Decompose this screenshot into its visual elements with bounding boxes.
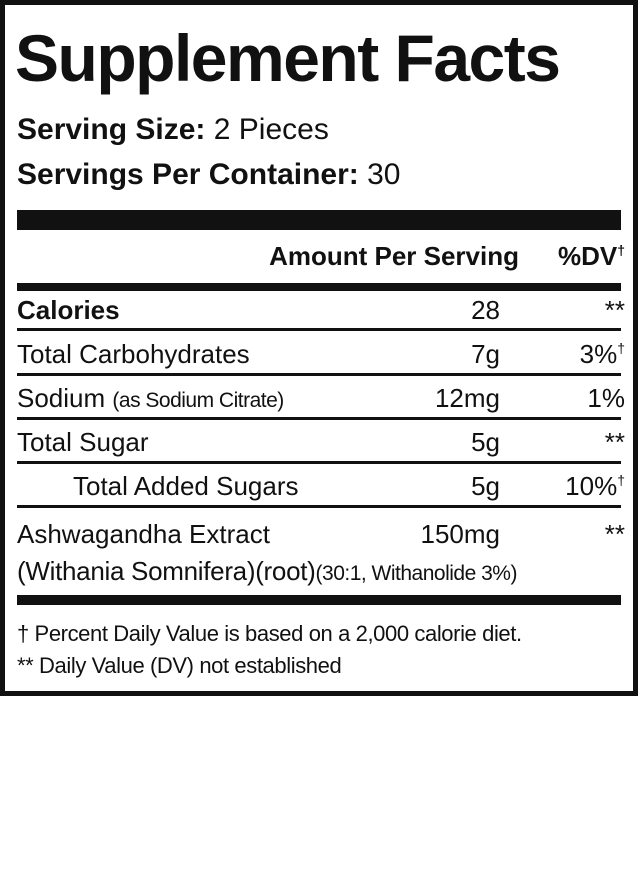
row-rule: [17, 417, 621, 420]
title: Supplement Facts: [15, 21, 561, 95]
row-name: Total Sugar: [17, 427, 149, 457]
row-rule: [17, 328, 621, 331]
serving-size-value: 2 Pieces: [213, 113, 329, 146]
row-dv-text: 10%: [565, 471, 618, 501]
row-amount: 7g: [471, 339, 500, 369]
row-amount: 12mg: [434, 383, 500, 413]
row-dv: **: [604, 427, 625, 457]
row-note: (30:1, Withanolide 3%): [315, 562, 518, 585]
thick-bar: [17, 210, 621, 230]
servings-value: 30: [367, 158, 401, 191]
footnote: ** Daily Value (DV) not established: [17, 653, 342, 678]
header-dv-text: %DV: [557, 241, 618, 271]
row-dv: 10%†: [565, 473, 625, 499]
row-amount: 5g: [471, 427, 500, 457]
row-amount: 150mg: [420, 519, 501, 549]
serving-size: Serving Size: 2 Pieces: [17, 115, 329, 145]
row-dv-text: 3%: [579, 339, 618, 369]
row-name: Total Added Sugars: [73, 471, 299, 501]
row-dv: 3%†: [580, 341, 625, 367]
row-dv: **: [604, 295, 625, 325]
dagger: †: [617, 340, 625, 356]
servings-per-container: Servings Per Container: 30: [17, 160, 400, 190]
footnote: † Percent Daily Value is based on a 2,00…: [17, 621, 522, 646]
row-name: Ashwagandha Extract: [17, 519, 270, 549]
row-name: Sodium (as Sodium Citrate): [17, 385, 284, 411]
row-name: Calories: [17, 295, 120, 325]
medium-bar: [17, 283, 621, 291]
row-detail: (Withania Somnifera)(root)(30:1, Withano…: [17, 558, 517, 584]
row-name-text: Sodium: [17, 383, 106, 413]
header-amount: Amount Per Serving: [269, 241, 519, 271]
thick-bar: [17, 595, 621, 605]
header-dv: %DV†: [558, 243, 625, 269]
row-dv: **: [604, 519, 625, 549]
row-dv: 1%: [587, 383, 625, 413]
label-panel: Supplement Facts Serving Size: 2 Pieces …: [0, 0, 638, 696]
row-rule: [17, 461, 621, 464]
servings-label: Servings Per Container:: [17, 158, 359, 191]
row-amount: 28: [471, 295, 500, 325]
row-name: Total Carbohydrates: [17, 339, 250, 369]
dagger: †: [617, 242, 625, 258]
row-rule: [17, 373, 621, 376]
row-amount: 5g: [471, 471, 500, 501]
row-rule: [17, 505, 621, 508]
row-detail-text: (Withania Somnifera)(root): [17, 556, 316, 586]
serving-size-label: Serving Size:: [17, 113, 206, 146]
dagger: †: [617, 472, 625, 488]
row-note: (as Sodium Citrate): [112, 389, 284, 412]
